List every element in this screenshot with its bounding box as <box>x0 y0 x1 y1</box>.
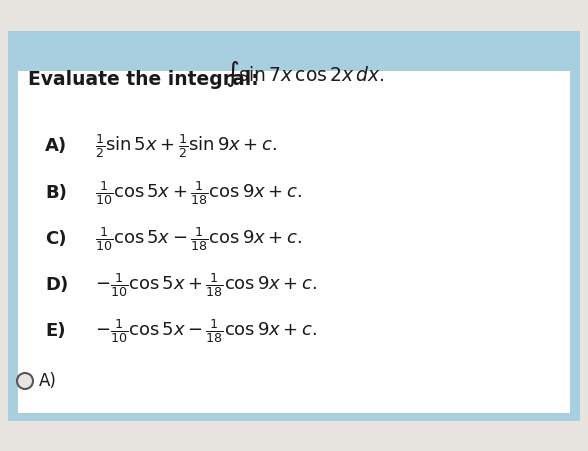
Text: $-\frac{1}{10}\cos 5x - \frac{1}{18}\cos 9x + c.$: $-\frac{1}{10}\cos 5x - \frac{1}{18}\cos… <box>95 317 317 345</box>
Text: B): B) <box>45 184 67 202</box>
Text: D): D) <box>45 276 68 294</box>
Text: $-\frac{1}{10}\cos 5x + \frac{1}{18}\cos 9x + c.$: $-\frac{1}{10}\cos 5x + \frac{1}{18}\cos… <box>95 271 317 299</box>
Text: C): C) <box>45 230 66 248</box>
Bar <box>18 71 570 413</box>
Text: $\frac{1}{10}\cos 5x - \frac{1}{18}\cos 9x + c.$: $\frac{1}{10}\cos 5x - \frac{1}{18}\cos … <box>95 225 302 253</box>
Bar <box>8 31 580 421</box>
Text: $\frac{1}{2}\sin 5x + \frac{1}{2}\sin 9x + c.$: $\frac{1}{2}\sin 5x + \frac{1}{2}\sin 9x… <box>95 132 277 160</box>
Text: E): E) <box>45 322 65 340</box>
Circle shape <box>17 373 33 389</box>
Text: A): A) <box>39 372 57 390</box>
Text: Evaluate the integral:: Evaluate the integral: <box>28 70 265 89</box>
Text: $\frac{1}{10}\cos 5x + \frac{1}{18}\cos 9x + c.$: $\frac{1}{10}\cos 5x + \frac{1}{18}\cos … <box>95 179 302 207</box>
Text: A): A) <box>45 137 67 155</box>
Text: $\int \mathrm{sin}\, 7x\, \mathrm{cos}\, 2x\, dx.$: $\int \mathrm{sin}\, 7x\, \mathrm{cos}\,… <box>225 59 385 89</box>
